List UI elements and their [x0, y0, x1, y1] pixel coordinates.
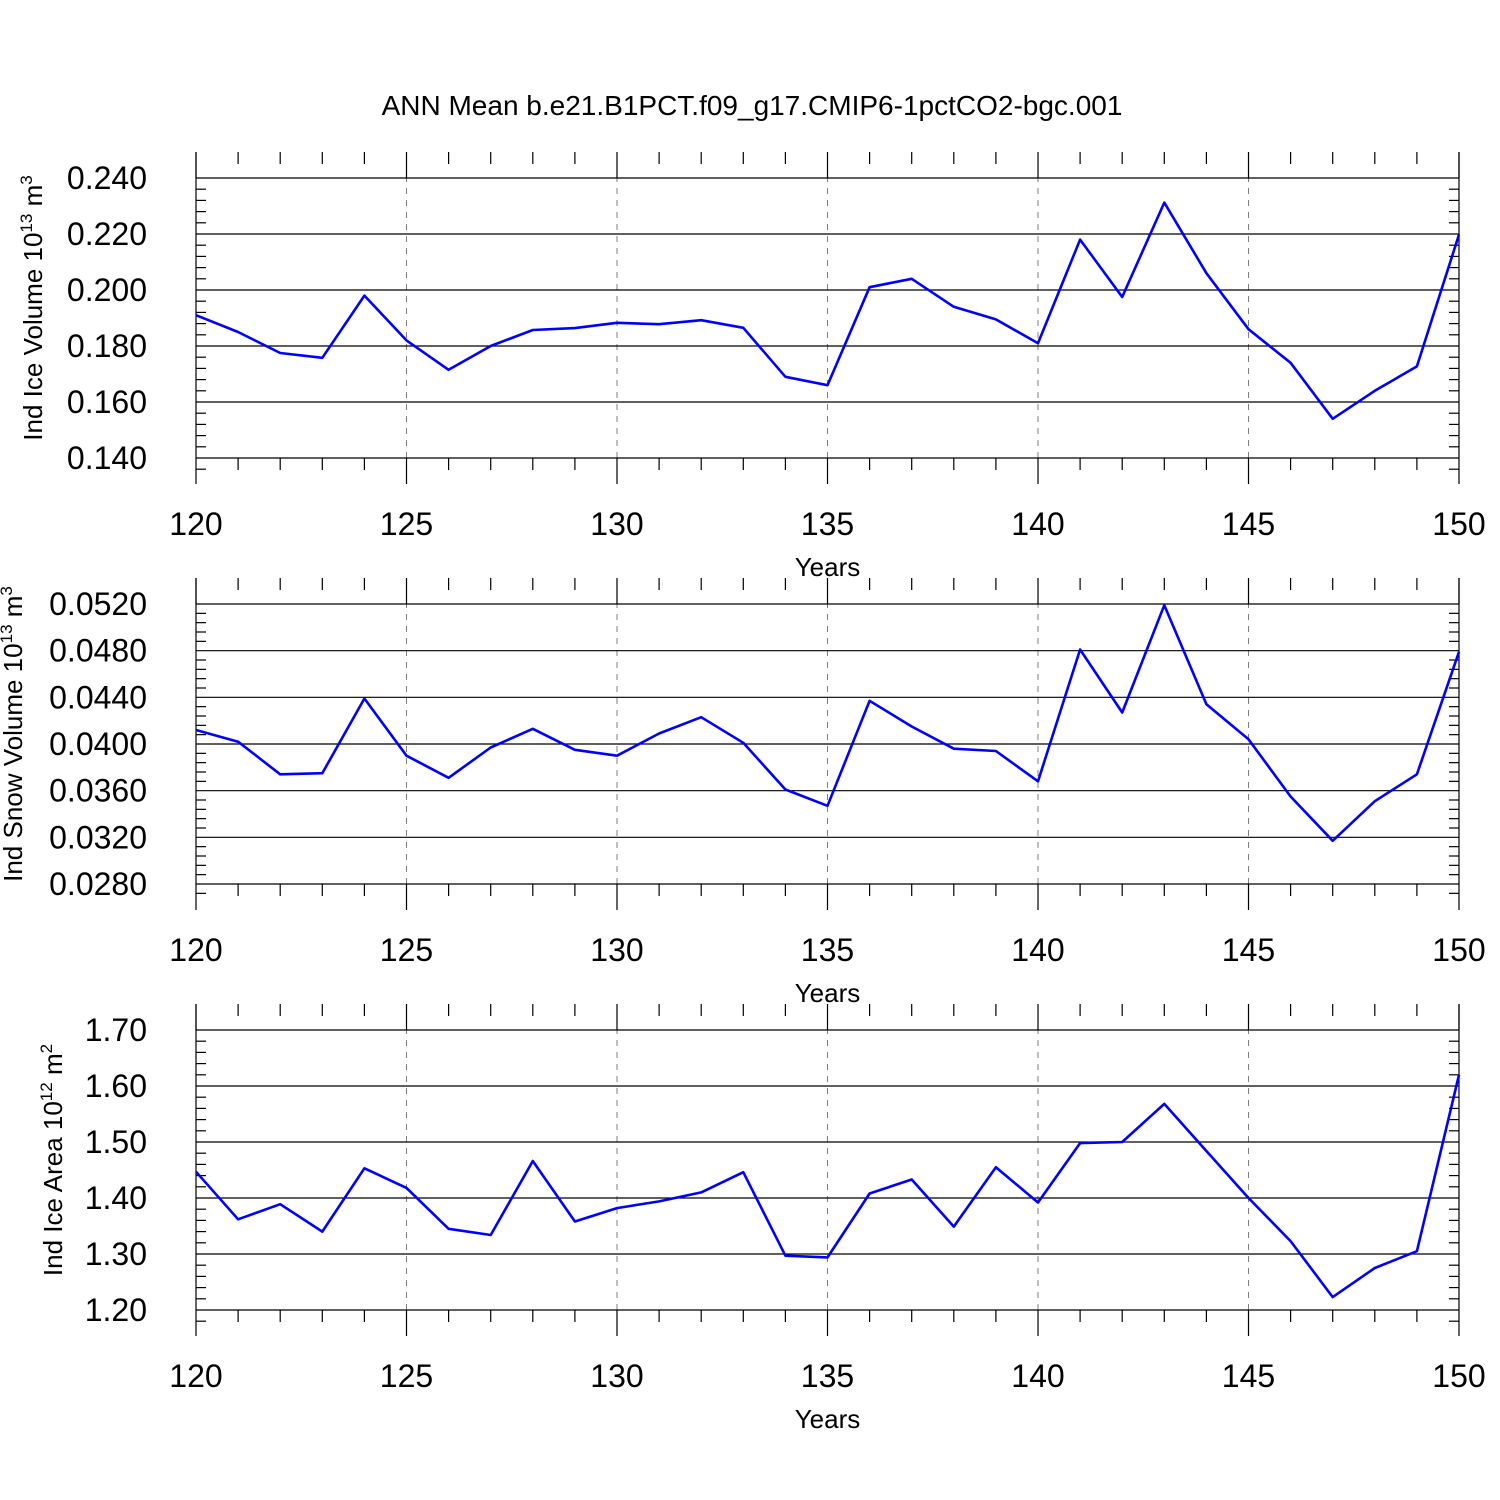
x-tick-label: 120 — [169, 932, 222, 968]
y-axis-label-exponent: 13 — [17, 214, 36, 233]
x-tick-label: 120 — [169, 506, 222, 542]
y-tick-label: 0.180 — [67, 328, 147, 364]
series-line — [195, 201, 1461, 421]
x-tick-label: 130 — [590, 506, 643, 542]
x-tick-label: 145 — [1222, 932, 1275, 968]
x-tick-label: 135 — [801, 1358, 854, 1394]
series-line — [195, 1074, 1461, 1299]
x-axis-label: Years — [795, 552, 861, 582]
y-tick-label: 0.0320 — [49, 819, 147, 855]
x-tick-label: 140 — [1011, 506, 1064, 542]
x-tick-label: 135 — [801, 932, 854, 968]
y-axis-label-exponent: 13 — [0, 624, 16, 643]
x-tick-label: 150 — [1432, 506, 1485, 542]
y-axis-label-unit: m — [18, 185, 48, 214]
y-tick-label: 0.160 — [67, 384, 147, 420]
y-tick-label: 1.20 — [85, 1292, 147, 1328]
y-tick-label: 1.70 — [85, 1012, 147, 1048]
y-tick-label: 0.0360 — [49, 773, 147, 809]
y-axis-label-main: Ind Snow Volume 10 — [0, 643, 28, 882]
y-tick-label: 0.0400 — [49, 726, 147, 762]
y-tick-label: 0.0480 — [49, 633, 147, 669]
y-tick-label: 1.60 — [85, 1068, 147, 1104]
y-axis-label: Ind Ice Volume 1013 m3 — [17, 175, 48, 440]
x-tick-label: 150 — [1432, 1358, 1485, 1394]
y-tick-label: 1.30 — [85, 1236, 147, 1272]
y-axis-label-unit-exponent: 3 — [17, 175, 36, 184]
y-tick-label: 1.40 — [85, 1180, 147, 1216]
y-axis-label-unit-exponent: 3 — [0, 586, 16, 595]
x-tick-label: 150 — [1432, 932, 1485, 968]
y-axis-label-exponent: 12 — [37, 1082, 56, 1101]
y-tick-label: 0.0520 — [49, 586, 147, 622]
series-line — [195, 603, 1461, 843]
chart-panel-3: 1.20 1.30 1.40 1.50 1.60 1.70 120 125 130 135 140 1… — [37, 1004, 1486, 1434]
y-tick-label: 0.200 — [67, 272, 147, 308]
x-tick-label: 120 — [169, 1358, 222, 1394]
x-tick-label: 145 — [1222, 1358, 1275, 1394]
y-axis-label: Ind Snow Volume 1013 m3 — [0, 586, 28, 882]
x-tick-label: 125 — [380, 506, 433, 542]
x-tick-label: 140 — [1011, 932, 1064, 968]
y-axis-label-main: Ind Ice Volume 10 — [18, 233, 48, 441]
y-axis-label-unit: m — [0, 596, 28, 625]
x-axis-label: Years — [795, 1404, 861, 1434]
y-axis-label-unit-exponent: 2 — [37, 1044, 56, 1053]
x-tick-label: 145 — [1222, 506, 1275, 542]
y-tick-label: 0.220 — [67, 216, 147, 252]
y-tick-label: 0.140 — [67, 440, 147, 476]
y-tick-label: 1.50 — [85, 1124, 147, 1160]
chart-title: ANN Mean b.e21.B1PCT.f09_g17.CMIP6-1pctC… — [382, 90, 1123, 121]
x-tick-label: 125 — [380, 1358, 433, 1394]
x-tick-label: 130 — [590, 1358, 643, 1394]
y-tick-label: 0.240 — [67, 160, 147, 196]
x-tick-label: 140 — [1011, 1358, 1064, 1394]
x-tick-label: 125 — [380, 932, 433, 968]
x-axis-label: Years — [795, 978, 861, 1008]
y-tick-label: 0.0440 — [49, 679, 147, 715]
x-tick-label: 130 — [590, 932, 643, 968]
x-tick-label: 135 — [801, 506, 854, 542]
y-tick-label: 0.0280 — [49, 866, 147, 902]
y-axis-label: Ind Ice Area 1012 m2 — [37, 1044, 68, 1276]
y-axis-label-unit: m — [38, 1053, 68, 1082]
chart-panel-2: 0.0280 0.0320 0.0360 0.0400 0.0440 0.0480 0.05… — [0, 578, 1486, 1008]
y-axis-label-main: Ind Ice Area 10 — [38, 1101, 68, 1276]
chart-panel-1: 0.140 0.160 0.180 0.200 0.220 0.240 120 125 130 1… — [17, 152, 1486, 582]
